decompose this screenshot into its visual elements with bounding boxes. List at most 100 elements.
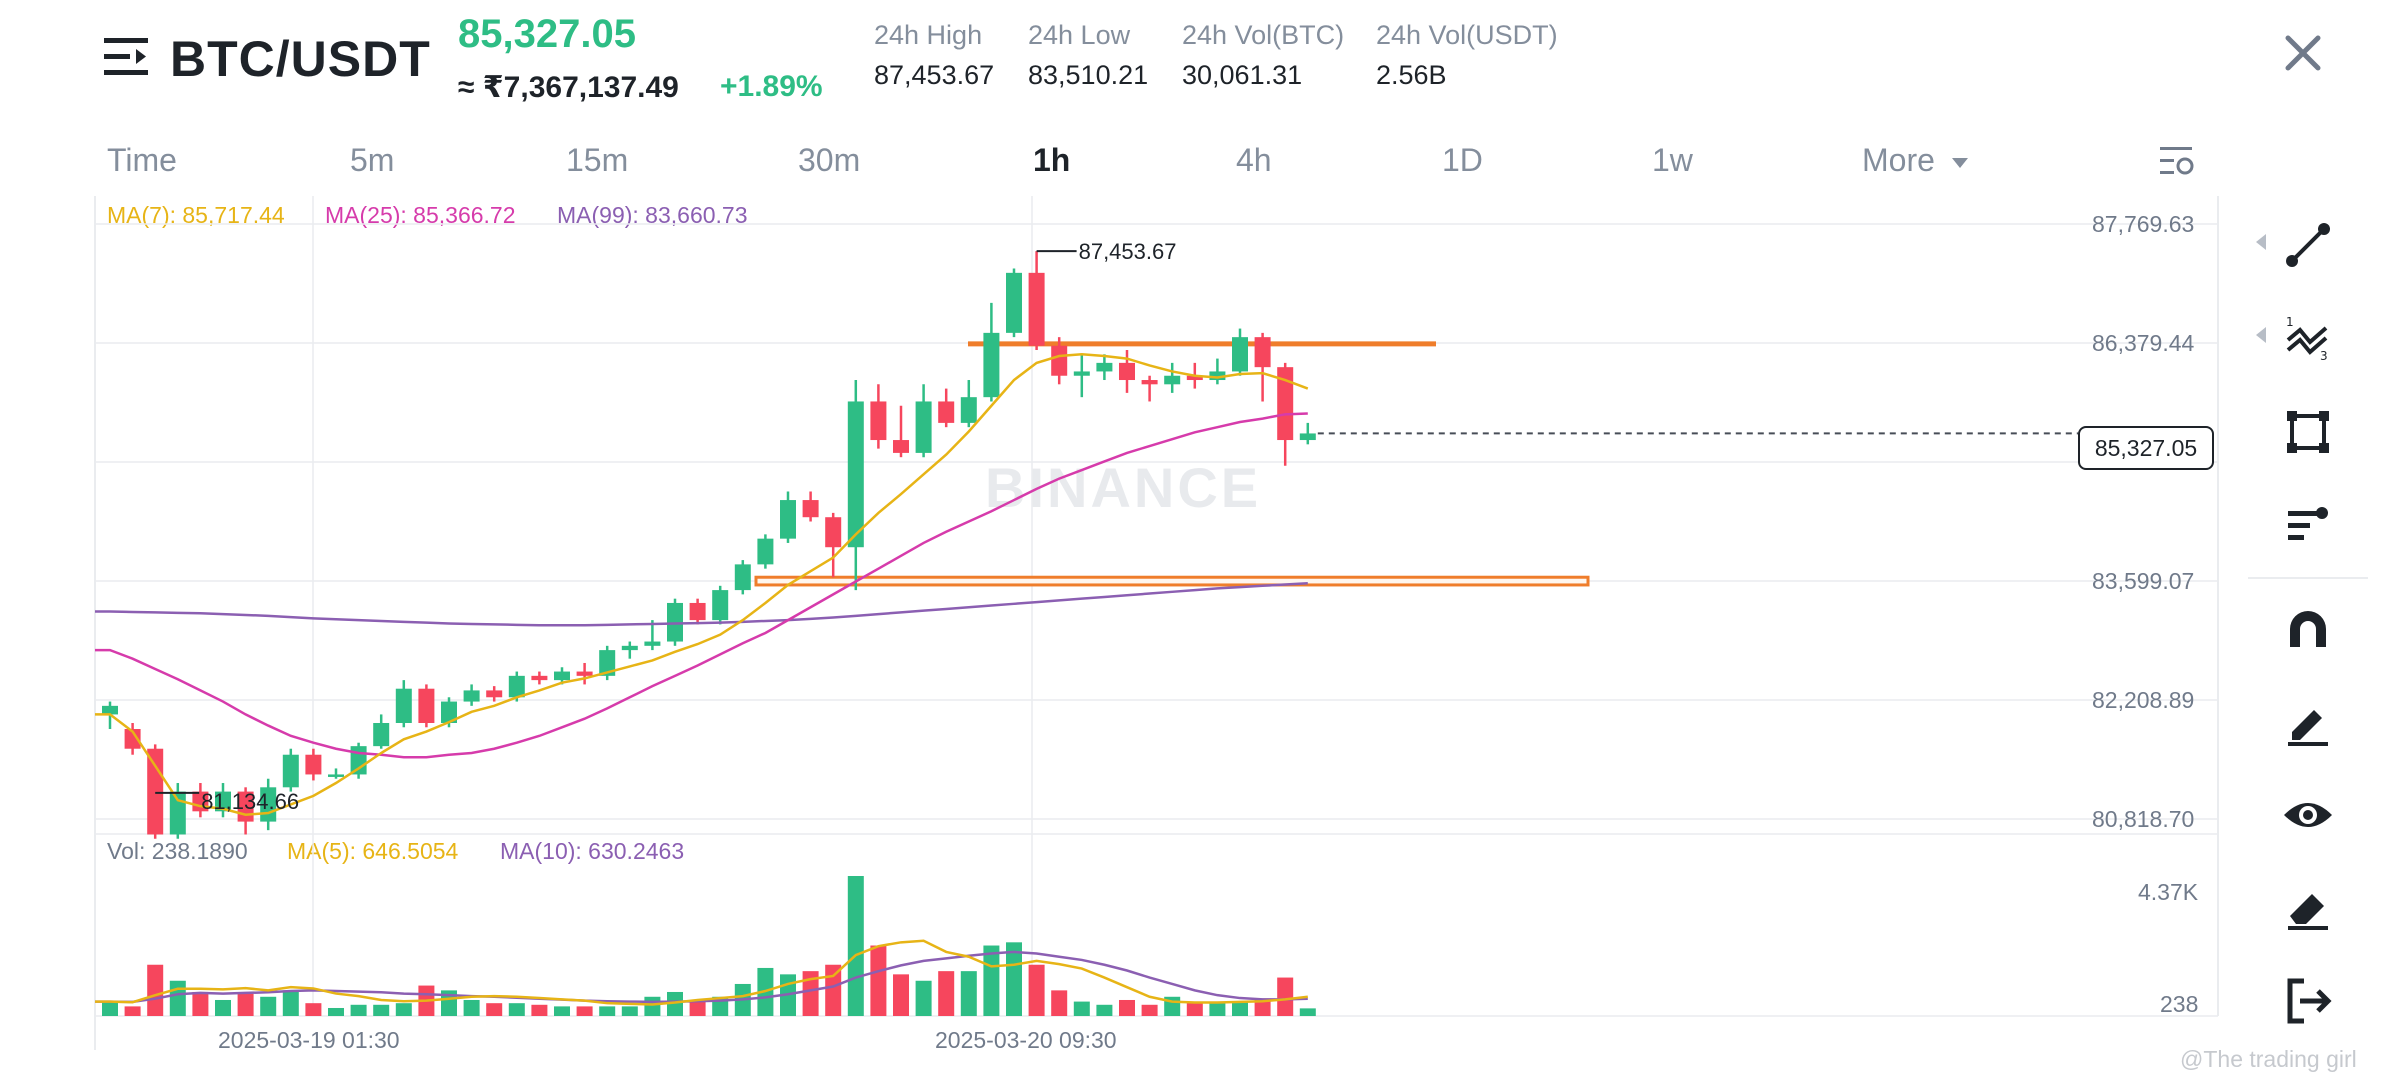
support-zone-rectangle	[754, 575, 1590, 587]
price-axis-label: 82,208.89	[2092, 687, 2195, 713]
candle-body	[554, 671, 570, 681]
candle-body	[1232, 337, 1248, 372]
volume-bar	[463, 999, 480, 1016]
date-axis-label: 2025-03-19 01:30	[218, 1027, 400, 1053]
menu-icon[interactable]	[102, 34, 150, 80]
candle-body	[1096, 362, 1113, 372]
candle-body	[667, 602, 683, 642]
candle-body	[893, 440, 909, 453]
tab-1w[interactable]: 1w	[1652, 142, 1693, 178]
vol-ma10-line	[95, 950, 1308, 1004]
rectangle-shape-icon[interactable]	[2282, 406, 2334, 458]
volume-bar	[350, 1004, 367, 1016]
tab-more-label: More	[1862, 142, 1935, 178]
expand-arrow-icon[interactable]	[2254, 326, 2268, 344]
candle-body	[395, 688, 412, 723]
price-inr-approx: ≈ ₹7,367,137.49	[458, 71, 679, 104]
tab-4h[interactable]: 4h	[1236, 142, 1272, 178]
candle-body	[350, 746, 367, 775]
volume-bar	[215, 999, 231, 1016]
candle-body	[282, 754, 299, 788]
candle-body	[102, 705, 118, 715]
text-note-icon[interactable]	[2282, 499, 2334, 551]
candle-body	[802, 500, 819, 518]
volume-bar	[1006, 942, 1022, 1016]
volume-bar	[508, 1003, 525, 1016]
stat-24h-vol-usdt-value: 2.56B	[1376, 60, 1447, 90]
candle-body	[1073, 371, 1090, 376]
ma25-line	[95, 412, 1308, 759]
caret-down-icon	[1951, 157, 1968, 168]
stat-24h-low-value: 83,510.21	[1028, 60, 1149, 90]
stat-24h-vol-btc-label: 24h Vol(BTC)	[1182, 20, 1345, 50]
tab-30m[interactable]: 30m	[798, 142, 861, 178]
volume-bar	[282, 990, 299, 1016]
candle-body	[147, 748, 164, 835]
volume-bar	[169, 980, 186, 1016]
tab-5m[interactable]: 5m	[350, 142, 395, 178]
candle-body	[1277, 367, 1294, 441]
tab-1h[interactable]: 1h	[1033, 142, 1071, 178]
tab-1d[interactable]: 1D	[1442, 142, 1483, 178]
volume-bar	[1299, 1008, 1316, 1016]
volume-bar	[1141, 1004, 1158, 1016]
candle-body	[215, 791, 231, 812]
volume-bar	[802, 971, 819, 1016]
eye-icon[interactable]	[2282, 789, 2334, 841]
volume-legend: Vol: 238.1890	[107, 838, 248, 864]
volume-bar	[441, 990, 457, 1016]
candle-body	[983, 332, 1000, 398]
volume-bar	[305, 1003, 322, 1016]
volume-bar	[870, 945, 887, 1016]
candle-body	[328, 774, 344, 777]
trend-line-icon[interactable]	[2282, 219, 2334, 271]
volume-bar	[689, 999, 706, 1016]
candle-body	[780, 500, 796, 539]
pencil-icon[interactable]	[2282, 696, 2334, 748]
volume-bar	[915, 980, 932, 1016]
volume-bar	[102, 1001, 118, 1016]
chart-settings-icon[interactable]	[2158, 144, 2194, 178]
candle-body	[531, 675, 548, 681]
candle-body	[576, 671, 593, 676]
volume-bar	[554, 1006, 570, 1016]
candle-body	[599, 650, 616, 676]
volume-bar	[395, 1003, 412, 1016]
candle-body	[1299, 433, 1316, 441]
volume-bar	[531, 1004, 548, 1016]
trading-pair-title[interactable]: BTC/USDT	[170, 31, 431, 87]
stat-24h-low-label: 24h Low	[1028, 20, 1131, 50]
tab-time[interactable]: Time	[107, 142, 177, 178]
price-change-percent: +1.89%	[720, 70, 823, 103]
candle-body	[1164, 375, 1181, 385]
expand-arrow-icon[interactable]	[2254, 233, 2268, 251]
candle-body	[508, 675, 525, 698]
volume-bar	[983, 945, 1000, 1016]
volume-bar	[1096, 1004, 1113, 1016]
high-marker-label: 87,453.67	[1079, 239, 1177, 264]
tab-15m[interactable]: 15m	[566, 142, 629, 178]
vol-ma10-legend: MA(10): 630.2463	[500, 838, 685, 864]
volume-bar	[960, 971, 977, 1016]
candle-body	[847, 401, 864, 548]
volume-bar	[328, 1007, 344, 1016]
volume-bar	[621, 1006, 638, 1016]
candle-body	[305, 754, 322, 775]
price-axis-label: 87,769.63	[2092, 211, 2195, 237]
candle-body	[1254, 337, 1271, 368]
toolbar-divider	[2248, 577, 2368, 579]
close-icon[interactable]	[2280, 30, 2326, 76]
candle-body	[1209, 371, 1226, 381]
tab-more[interactable]: More	[1862, 142, 1970, 179]
exit-icon[interactable]	[2282, 975, 2334, 1027]
volume-axis-label: 238	[2160, 991, 2199, 1017]
magnet-icon[interactable]	[2282, 603, 2334, 655]
volume-bar	[1073, 1001, 1090, 1016]
volume-bar	[644, 996, 661, 1016]
stat-24h-vol-usdt-label: 24h Vol(USDT)	[1376, 20, 1558, 50]
candle-body	[757, 538, 774, 565]
volume-bar	[147, 964, 164, 1016]
eraser-icon[interactable]	[2282, 882, 2334, 934]
